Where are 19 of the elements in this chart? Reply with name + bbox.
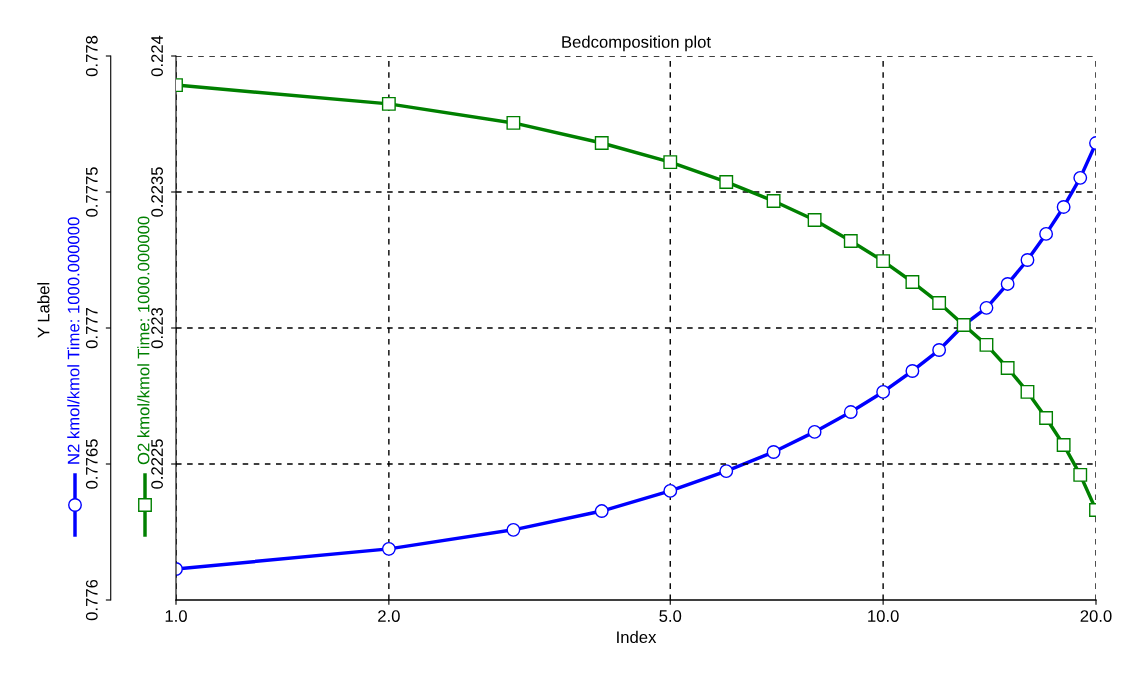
y2-tick-label: 0.224 bbox=[151, 35, 163, 77]
x-tick-label: 10.0 bbox=[868, 610, 899, 622]
y-axis-title: Y Label bbox=[37, 283, 50, 338]
x-axis-title: Index bbox=[617, 630, 657, 644]
y2-tick-label: 0.2235 bbox=[151, 167, 163, 217]
y2-tick-label: 0.2225 bbox=[151, 439, 163, 489]
text: O2 kmol/kmol Time: 1000.000000 bbox=[137, 216, 150, 465]
chart-title: Bedcomposition plot bbox=[562, 35, 711, 52]
y-tick-label: 0.777 bbox=[85, 307, 98, 349]
y2-tick-label: 0.223 bbox=[151, 307, 163, 349]
y-tick-label: 0.778 bbox=[85, 35, 98, 77]
y-tick-label: 0.7775 bbox=[85, 167, 98, 217]
x-tick-label: 2.0 bbox=[378, 610, 400, 622]
y-tick-label: 0.776 bbox=[85, 579, 98, 621]
x-tick-label: 5.0 bbox=[659, 610, 682, 622]
x-tick-label: 20.0 bbox=[1080, 610, 1112, 622]
y-tick-label: 0.7765 bbox=[85, 439, 98, 489]
x-tick-label: 1.0 bbox=[165, 610, 187, 622]
text: N2 kmol/kmol Time: 1000.000000 bbox=[67, 217, 80, 464]
